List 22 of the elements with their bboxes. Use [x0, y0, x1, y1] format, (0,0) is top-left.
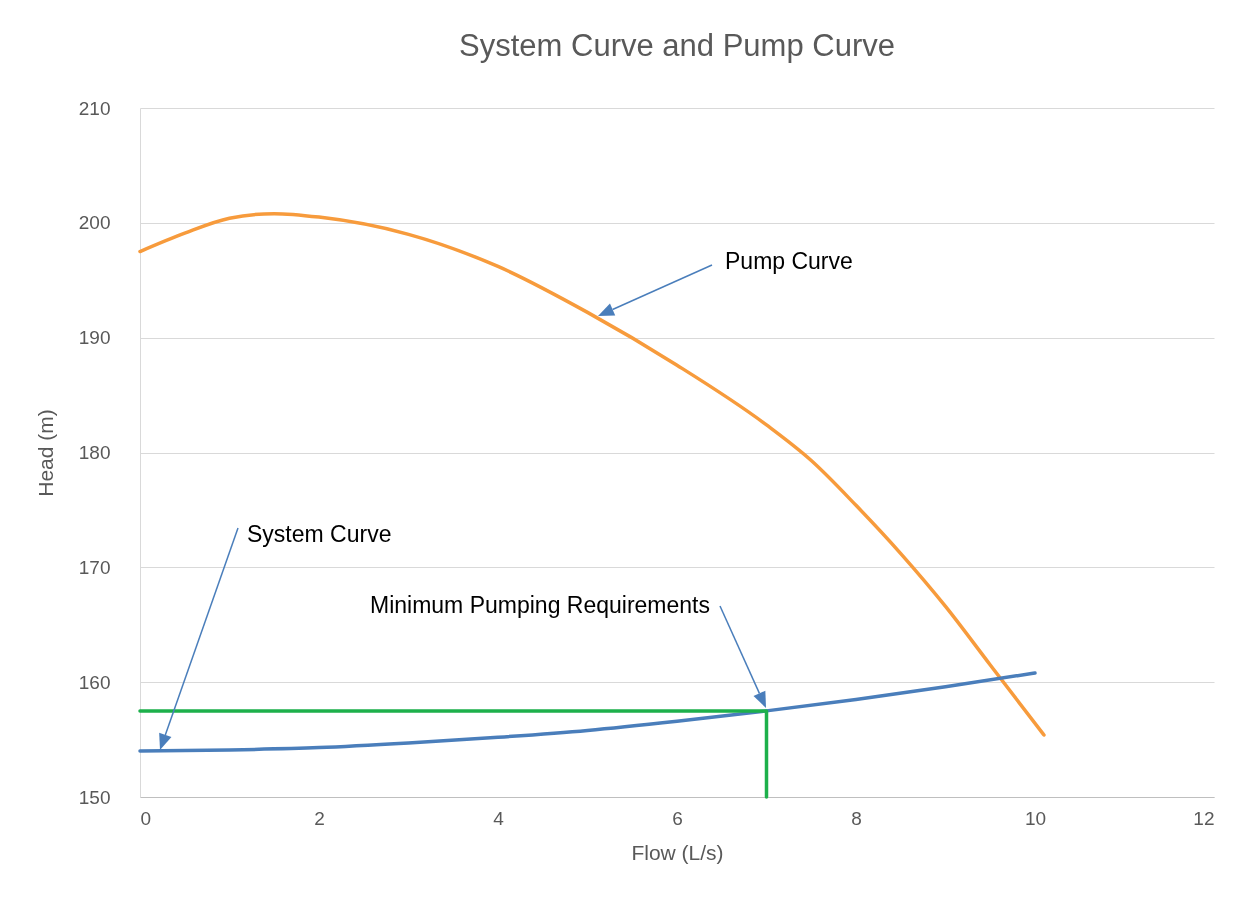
- y-tick-label: 180: [78, 442, 111, 463]
- x-tick-label: 8: [851, 807, 862, 829]
- x-tick-label: 4: [493, 807, 505, 829]
- line-series: [138, 671, 1037, 753]
- x-axis-title: Flow (L/s): [631, 840, 724, 864]
- y-tick-label: 150: [78, 786, 111, 808]
- y-tick-label: 160: [78, 671, 111, 693]
- x-tick-label: 12: [1193, 807, 1215, 829]
- line-series: [138, 211, 1046, 737]
- annotation: Minimum Pumping Requirements: [369, 592, 710, 618]
- annotation: Pump Curve: [725, 248, 853, 274]
- y-axis-title: Head (m): [33, 409, 57, 497]
- x-tick-label: 2: [314, 807, 325, 829]
- x-tick-label: 10: [1024, 807, 1047, 829]
- annotation: System Curve: [247, 521, 392, 547]
- y-tick-label: 170: [78, 556, 111, 578]
- y-tick-label: 210: [78, 97, 111, 119]
- y-tick-label: 200: [78, 212, 111, 234]
- chart-title: System Curve and Pump Curve: [459, 28, 895, 63]
- y-tick-label: 190: [78, 327, 111, 349]
- x-tick-label: 0: [140, 807, 152, 829]
- x-tick-label: 6: [672, 807, 683, 829]
